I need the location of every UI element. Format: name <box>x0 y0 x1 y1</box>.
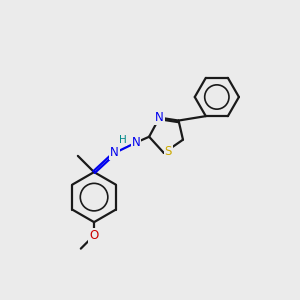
Text: H: H <box>119 135 127 145</box>
Text: N: N <box>110 146 119 159</box>
Text: N: N <box>131 136 140 149</box>
Text: O: O <box>89 229 99 242</box>
Text: N: N <box>155 111 164 124</box>
Text: S: S <box>165 145 172 158</box>
